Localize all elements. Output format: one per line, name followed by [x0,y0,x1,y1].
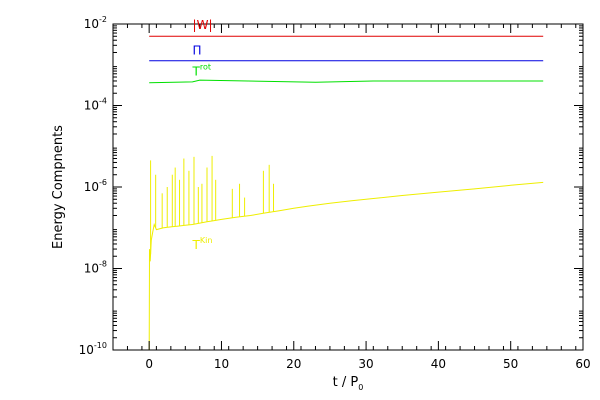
x-axis-label: t / P0 [333,375,364,392]
series-label: TKin [192,236,213,252]
x-tick-label: 10 [214,357,229,371]
y-tick-label: 10-10 [79,341,107,357]
y-tick-label: 10-6 [84,178,107,194]
series-label: |W| [193,18,213,32]
series-label: Π [193,43,202,57]
series-group [148,35,544,351]
series-line [149,79,544,84]
x-tick-label: 40 [431,357,446,371]
x-tick-label: 20 [286,357,301,371]
series-line [148,181,544,351]
y-axis-label: Energy Compnents [51,125,66,249]
x-tick-label: 60 [575,357,590,371]
series-labels: |W| Π Trot TKin [192,18,213,252]
x-tick-label: 0 [145,357,153,371]
y-tick-label: 10-8 [84,260,107,276]
series-label: Trot [192,62,212,78]
y-tick-label: 10-4 [84,97,107,113]
x-tick-label: 50 [503,357,518,371]
x-tick-label: 30 [358,357,373,371]
x-ticks: 0 10 20 30 40 50 60 [112,24,591,371]
y-ticks: 10-10 10-8 10-6 10-4 10-2 [79,15,583,357]
y-tick-label: 10-2 [84,15,107,31]
